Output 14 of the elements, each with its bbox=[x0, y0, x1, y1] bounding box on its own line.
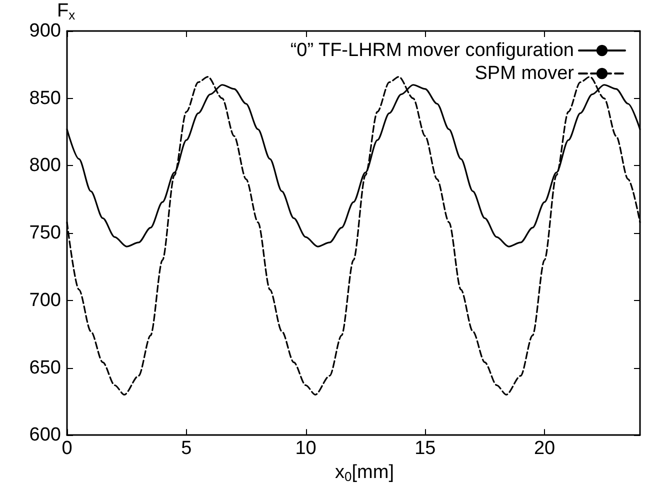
y-tick-label: 600 bbox=[29, 424, 61, 446]
y-tick-label: 900 bbox=[29, 20, 61, 42]
y-tick-label: 850 bbox=[29, 88, 61, 109]
y-tick-label: 800 bbox=[29, 155, 61, 176]
x-tick-label: 5 bbox=[181, 438, 192, 460]
x-tick-label: 0 bbox=[62, 438, 72, 460]
y-tick-label: 750 bbox=[29, 222, 61, 244]
x-tick-label: 20 bbox=[534, 438, 556, 460]
y-tick-label: 650 bbox=[29, 357, 61, 378]
x-tick-label: 15 bbox=[414, 438, 436, 460]
legend-label: SPM mover bbox=[474, 63, 575, 84]
y-tick-label: 700 bbox=[29, 290, 61, 311]
x-tick-label: 10 bbox=[295, 438, 316, 460]
legend-label: “0” TF-LHRM mover configuration bbox=[290, 40, 574, 61]
